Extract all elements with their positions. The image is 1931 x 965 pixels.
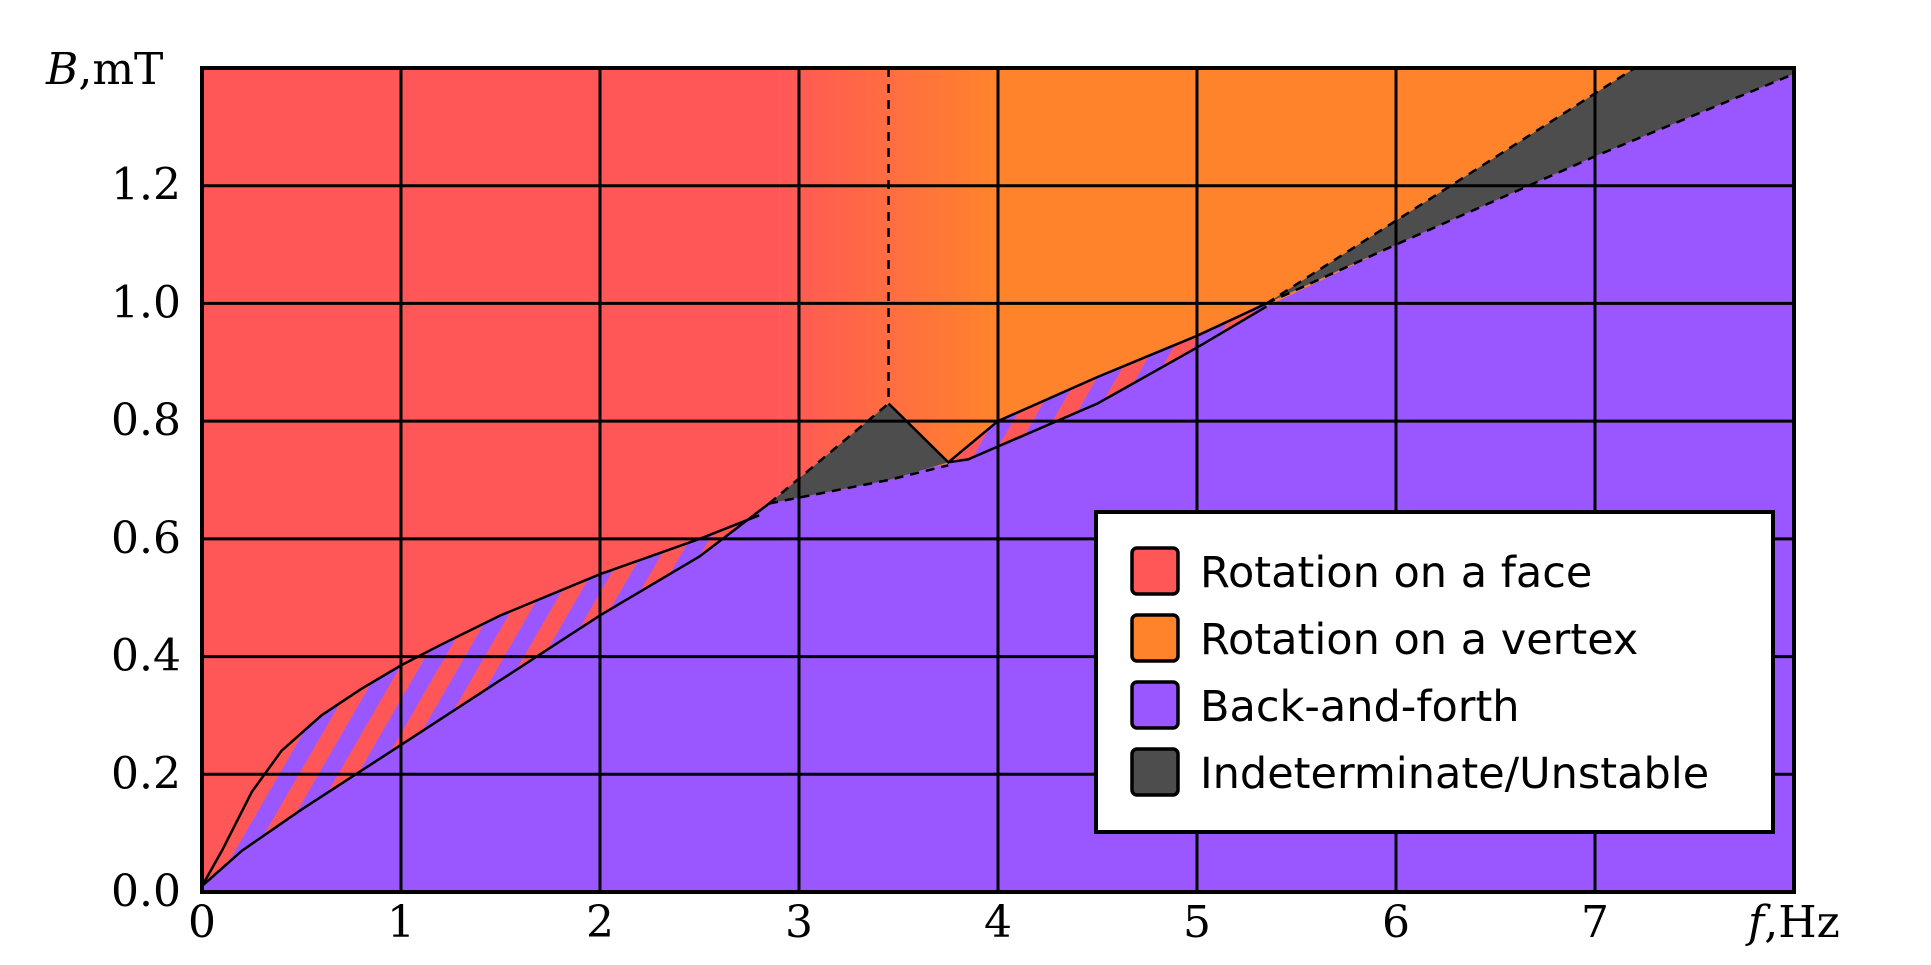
y-axis-label: B,mT <box>45 44 163 95</box>
legend-label-vertex: Rotation on a vertex <box>1200 615 1638 665</box>
y-tick-label: 1.2 <box>111 160 181 211</box>
boundary-cusp-base-dashed <box>768 464 949 505</box>
x-tick-label: 3 <box>785 897 813 948</box>
x-axis-label: f,Hz <box>1745 897 1840 948</box>
legend-swatch-back_and_forth <box>1130 680 1180 730</box>
boundary-wedge-lower-dashed <box>1266 72 1794 305</box>
legend: Rotation on a face Rotation on a vertex Ba… <box>1094 510 1775 834</box>
legend-label-face: Rotation on a face <box>1200 548 1592 598</box>
boundary-lower-curve-right <box>948 305 1268 464</box>
legend-item-vertex: Rotation on a vertex <box>1130 613 1638 665</box>
boundary-vertex-curve <box>887 302 1268 464</box>
y-tick-label: 0.2 <box>111 748 181 799</box>
boundary-cusp-dashed <box>768 402 890 505</box>
boundary-upper-curve <box>202 514 760 887</box>
x-tick-label: 4 <box>984 897 1012 948</box>
boundary-wedge-upper-dashed <box>1265 68 1636 305</box>
legend-label-back_and_forth: Back-and-forth <box>1200 682 1520 732</box>
legend-item-back_and_forth: Back-and-forth <box>1130 680 1520 732</box>
x-tick-label: 2 <box>586 897 614 948</box>
legend-label-unstable: Indeterminate/Unstable <box>1200 749 1709 799</box>
y-tick-label: 1.0 <box>111 277 181 328</box>
boundary-lower-curve <box>202 502 770 888</box>
x-tick-label: 6 <box>1382 897 1410 948</box>
legend-box <box>1094 510 1775 834</box>
x-tick-label: 5 <box>1183 897 1211 948</box>
y-tick-label: 0.8 <box>111 395 181 446</box>
y-tick-label: 0.4 <box>111 631 181 682</box>
region-unstable-cusp <box>769 403 949 504</box>
x-tick-label: 0 <box>188 897 216 948</box>
legend-swatch-vertex <box>1130 613 1180 663</box>
legend-item-face: Rotation on a face <box>1130 546 1592 598</box>
x-tick-label: 7 <box>1581 897 1609 948</box>
y-tick-label: 0.6 <box>111 513 181 564</box>
legend-swatch-unstable <box>1130 747 1180 797</box>
region-unstable-wedge <box>1266 68 1794 304</box>
plot-frame <box>200 66 1796 894</box>
legend-item-unstable: Indeterminate/Unstable <box>1130 747 1709 799</box>
x-tick-label: 1 <box>387 897 415 948</box>
legend-swatch-face <box>1130 546 1180 596</box>
y-tick-label: 0.0 <box>111 866 181 917</box>
